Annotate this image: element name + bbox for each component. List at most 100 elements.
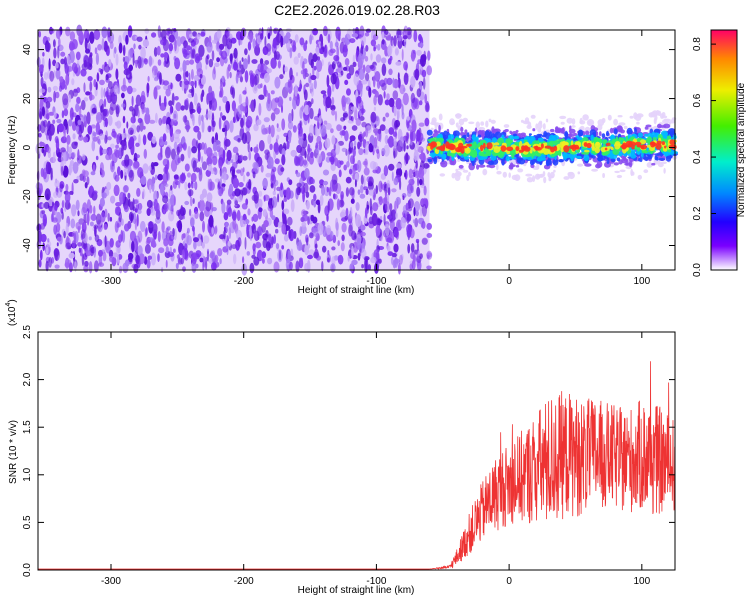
noise-speckle — [341, 234, 345, 242]
noise-speckle — [69, 160, 75, 167]
noise-speckle — [246, 224, 249, 237]
signal-speckle — [434, 124, 438, 131]
noise-speckle — [386, 34, 392, 41]
signal-speckle — [662, 119, 670, 124]
noise-speckle — [202, 255, 206, 268]
signal-speckle — [666, 135, 672, 140]
noise-speckle — [271, 196, 278, 208]
noise-speckle — [210, 250, 214, 259]
noise-speckle — [326, 186, 329, 193]
noise-speckle — [387, 45, 392, 56]
noise-speckle — [223, 212, 229, 221]
noise-speckle — [165, 227, 169, 235]
snr-y-label: SNR (10 * v/v) — [8, 420, 19, 484]
noise-speckle — [416, 260, 422, 271]
noise-speckle — [190, 172, 197, 183]
noise-speckle — [52, 201, 54, 207]
noise-speckle — [173, 248, 176, 253]
noise-speckle — [281, 154, 286, 166]
noise-speckle — [327, 33, 331, 44]
noise-speckle — [83, 97, 89, 102]
noise-speckle — [219, 234, 225, 240]
noise-speckle — [66, 54, 70, 66]
signal-speckle — [571, 144, 577, 152]
noise-speckle — [199, 167, 203, 176]
signal-speckle — [637, 132, 644, 138]
signal-speckle — [609, 127, 614, 134]
noise-speckle — [116, 134, 120, 145]
noise-speckle — [162, 172, 169, 183]
noise-speckle — [272, 37, 277, 49]
noise-speckle — [68, 252, 75, 259]
noise-speckle — [145, 107, 150, 116]
noise-speckle — [41, 147, 44, 154]
noise-speckle — [296, 182, 302, 188]
signal-speckle — [610, 146, 614, 151]
signal-speckle — [595, 141, 600, 146]
noise-speckle — [308, 52, 314, 66]
noise-speckle — [49, 28, 55, 34]
signal-speckle — [661, 112, 666, 117]
noise-speckle — [83, 114, 87, 122]
noise-speckle — [128, 252, 134, 260]
noise-speckle — [391, 171, 394, 182]
noise-speckle — [137, 245, 143, 257]
noise-speckle — [89, 221, 94, 227]
colorbar-gradient — [710, 29, 738, 271]
signal-speckle — [669, 139, 676, 145]
noise-speckle — [60, 147, 66, 154]
noise-speckle — [135, 254, 140, 265]
noise-speckle — [247, 208, 251, 216]
noise-speckle — [263, 220, 269, 228]
noise-speckle — [41, 203, 44, 208]
noise-speckle — [75, 51, 81, 61]
noise-speckle — [301, 221, 307, 228]
noise-speckle — [382, 116, 386, 122]
noise-speckle — [140, 46, 146, 60]
noise-speckle — [81, 99, 86, 111]
noise-speckle — [368, 189, 375, 196]
noise-speckle — [381, 39, 385, 45]
noise-speckle — [113, 132, 117, 139]
noise-speckle — [415, 210, 419, 217]
noise-speckle — [299, 146, 307, 156]
noise-speckle — [349, 135, 356, 142]
noise-speckle — [68, 94, 72, 103]
signal-speckle — [478, 164, 486, 168]
noise-speckle — [398, 34, 402, 42]
noise-speckle — [188, 72, 191, 85]
noise-speckle — [84, 37, 88, 51]
noise-speckle — [87, 125, 93, 135]
signal-speckle — [560, 128, 565, 134]
signal-speckle — [541, 134, 547, 138]
signal-speckle — [496, 170, 502, 175]
noise-speckle — [53, 191, 59, 198]
signal-speckle — [431, 119, 436, 125]
noise-speckle — [365, 28, 372, 33]
snr-scale-close: ) — [7, 299, 18, 302]
noise-speckle — [270, 112, 276, 122]
signal-speckle — [586, 142, 592, 149]
noise-speckle — [273, 142, 279, 153]
noise-speckle — [83, 55, 90, 67]
noise-speckle — [252, 38, 256, 49]
noise-speckle — [395, 212, 398, 220]
signal-speckle — [644, 133, 648, 137]
noise-speckle — [313, 79, 317, 90]
noise-speckle — [362, 161, 368, 166]
noise-speckle — [184, 163, 190, 172]
noise-speckle — [101, 148, 108, 155]
noise-speckle — [270, 183, 274, 189]
noise-speckle — [242, 90, 247, 95]
noise-speckle — [416, 49, 422, 56]
snr-panel: -300 -200 -100 0 100 0.0 0.5 1.0 1.5 2.0 2.5 Heig… — [5, 299, 676, 596]
noise-speckle — [379, 124, 386, 131]
noise-speckle — [180, 105, 185, 111]
noise-speckle — [242, 174, 246, 182]
noise-speckle — [230, 159, 234, 164]
noise-speckle — [342, 112, 348, 118]
noise-speckle — [126, 121, 129, 129]
signal-speckle — [508, 164, 514, 170]
noise-speckle — [246, 251, 250, 256]
